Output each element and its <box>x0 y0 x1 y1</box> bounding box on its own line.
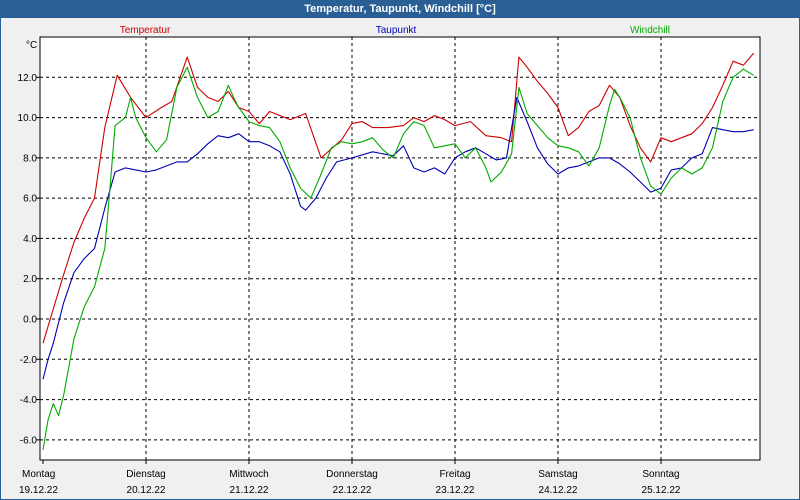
grid-lines <box>40 37 760 460</box>
x-axis: Montag 19.12.22 Dienstag 20.12.22 Mittwoch 21… <box>19 460 681 496</box>
x-tick-day: Dienstag <box>126 469 165 480</box>
y-tick-label: 10.0 <box>18 113 38 124</box>
y-tick-label: 2.0 <box>23 274 37 285</box>
x-tick-date: 19.12.22 <box>19 485 58 496</box>
x-tick-date: 24.12.22 <box>539 485 578 496</box>
series-line-windchill <box>42 66 754 450</box>
x-tick-day: Samstag <box>538 469 577 480</box>
legend-temperatur: Temperatur <box>120 25 171 36</box>
y-tick-label: 12.0 <box>18 73 38 84</box>
x-tick-day: Montag <box>22 469 55 480</box>
x-tick-day: Mittwoch <box>229 469 268 480</box>
x-tick-day: Freitag <box>439 469 470 480</box>
y-tick-label: 6.0 <box>23 194 37 205</box>
y-tick-label: 4.0 <box>23 234 37 245</box>
x-tick-date: 23.12.22 <box>436 485 475 496</box>
y-tick-label: -6.0 <box>20 435 38 446</box>
series-line-taupunkt <box>42 96 754 380</box>
series-lines <box>42 52 755 450</box>
series-line-temperatur <box>42 52 755 344</box>
x-tick-date: 20.12.22 <box>127 485 166 496</box>
legend: Temperatur Taupunkt Windchill <box>120 25 670 36</box>
x-tick-date: 25.12.22 <box>642 485 681 496</box>
x-tick-day: Sonntag <box>642 469 679 480</box>
y-tick-label: 8.0 <box>23 153 37 164</box>
x-tick-date: 22.12.22 <box>333 485 372 496</box>
y-tick-label: -2.0 <box>20 355 38 366</box>
legend-windchill: Windchill <box>630 25 670 36</box>
chart-title: Temperatur, Taupunkt, Windchill [°C] <box>1 1 799 18</box>
x-tick-date: 21.12.22 <box>230 485 269 496</box>
y-axis-label: °C <box>26 40 37 51</box>
y-axis: -6.0 -4.0 -2.0 0.0 2.0 4.0 6.0 8.0 10.0 12.0 <box>18 73 40 446</box>
legend-taupunkt: Taupunkt <box>376 25 417 36</box>
y-tick-label: 0.0 <box>23 315 37 326</box>
x-tick-day: Donnerstag <box>326 469 378 480</box>
plot-area <box>39 36 761 461</box>
y-tick-label: -4.0 <box>20 395 38 406</box>
